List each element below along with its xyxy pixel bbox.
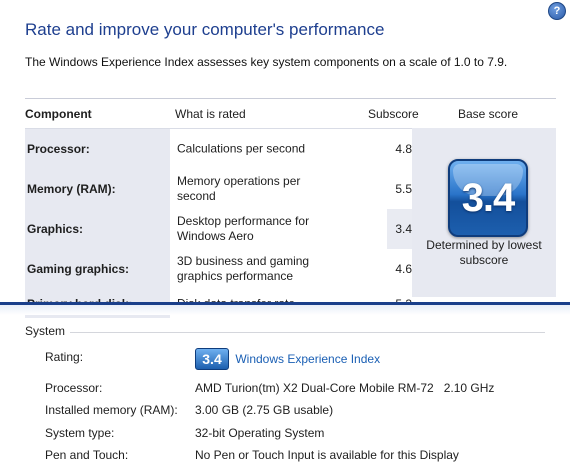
pen-touch-label: Pen and Touch: xyxy=(45,448,129,462)
component-label: Memory (RAM): xyxy=(27,182,116,196)
component-label: Graphics: xyxy=(27,222,84,236)
table-row-memory: Memory (RAM): Memory operations per seco… xyxy=(25,169,556,209)
wei-link[interactable]: Windows Experience Index xyxy=(235,352,381,366)
base-score-badge: 3.4 xyxy=(448,159,528,237)
column-header-component: Component xyxy=(25,107,92,121)
memory-value: 3.00 GB (2.75 GB usable) xyxy=(195,403,334,417)
what-is-rated: 3D business and gaming graphics performa… xyxy=(177,254,310,283)
subscore-value: 5.5 xyxy=(395,182,412,196)
column-header-subscore: Subscore xyxy=(368,107,419,121)
component-label: Gaming graphics: xyxy=(27,262,130,276)
table-row-gaming-graphics: Gaming graphics: 3D business and gaming … xyxy=(25,249,556,289)
system-heading-rule xyxy=(70,332,545,333)
rating-value: 3.4 Windows Experience Index xyxy=(195,348,380,370)
section-divider xyxy=(0,302,570,315)
table-header: Component What is rated Subscore Base sc… xyxy=(25,98,556,129)
base-score-note: Determined by lowest subscore xyxy=(426,238,542,267)
performance-panel: ? Rate and improve your computer's perfo… xyxy=(25,2,566,318)
what-is-rated: Desktop performance for Windows Aero xyxy=(177,214,310,243)
table-row-processor: Processor: Calculations per second 4.8 xyxy=(25,129,556,169)
score-table: Component What is rated Subscore Base sc… xyxy=(25,98,556,318)
processor-value: AMD Turion(tm) X2 Dual-Core Mobile RM-72… xyxy=(195,381,495,395)
system-heading: System xyxy=(25,324,66,338)
what-is-rated: Memory operations per second xyxy=(177,174,301,203)
subscore-value-lowest: 3.4 xyxy=(387,209,412,249)
subscore-value: 4.6 xyxy=(395,262,412,276)
column-header-what-is-rated: What is rated xyxy=(175,107,246,121)
page-title: Rate and improve your computer's perform… xyxy=(25,20,385,39)
subscore-value: 4.8 xyxy=(395,142,412,156)
memory-label: Installed memory (RAM): xyxy=(45,403,178,417)
what-is-rated: Calculations per second xyxy=(177,141,306,156)
rating-label: Rating: xyxy=(45,350,84,364)
pen-touch-value: No Pen or Touch Input is available for t… xyxy=(195,448,459,462)
base-score-box: 3.4 Determined by lowest subscore xyxy=(412,128,556,297)
system-type-value: 32-bit Operating System xyxy=(195,426,325,440)
processor-label: Processor: xyxy=(45,381,103,395)
page-description: The Windows Experience Index assesses ke… xyxy=(25,55,508,69)
column-header-base-score: Base score xyxy=(458,107,519,121)
wei-score-badge[interactable]: 3.4 xyxy=(195,348,229,370)
base-score-value: 3.4 xyxy=(461,175,516,220)
help-icon[interactable]: ? xyxy=(548,2,566,20)
system-type-label: System type: xyxy=(45,426,115,440)
component-label: Processor: xyxy=(27,142,90,156)
table-row-graphics: Graphics: Desktop performance for Window… xyxy=(25,209,556,249)
